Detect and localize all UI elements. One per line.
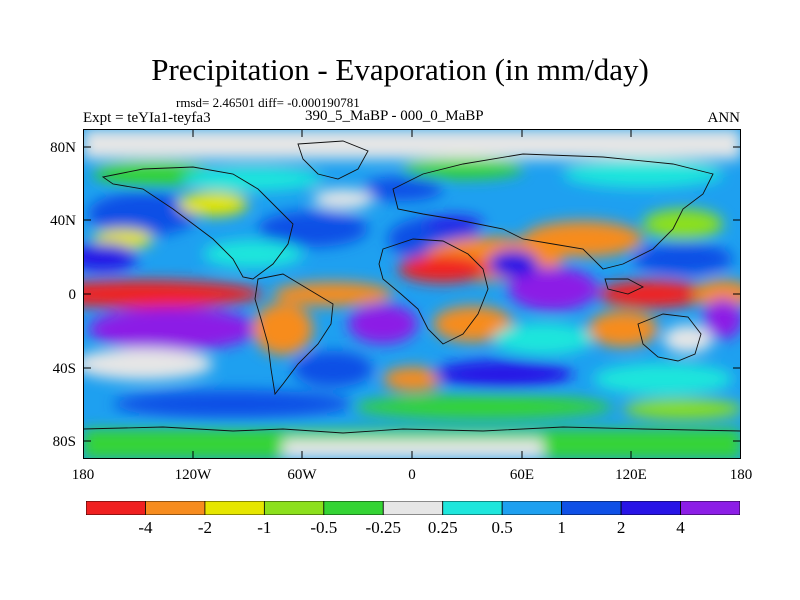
colorbar-box-9 xyxy=(620,501,681,515)
colorbar-box-3 xyxy=(263,501,325,515)
colorbar-label-0: -4 xyxy=(138,518,153,537)
colorbar-label-4: -0.25 xyxy=(365,518,401,537)
map-ticks xyxy=(83,129,741,459)
lon-label-180-east: 180 xyxy=(729,467,753,483)
colorbar-label-9: 4 xyxy=(676,518,685,537)
colorbar-box-10 xyxy=(680,501,740,515)
colorbar-box-8 xyxy=(561,501,622,515)
colorbar-label-7: 1 xyxy=(557,518,566,537)
lat-label-0: 0 xyxy=(68,287,77,303)
period-label: 390_5_MaBP - 000_0_MaBP xyxy=(305,108,484,124)
season-label: ANN xyxy=(707,110,741,126)
plot-title: Precipitation - Evaporation (in mm/day) xyxy=(151,52,649,87)
lon-label-60e: 60E xyxy=(509,467,535,483)
colorbar-label-3: -0.5 xyxy=(310,518,338,537)
colorbar-box-6 xyxy=(442,501,503,515)
colorbar xyxy=(86,501,740,515)
lon-label-180-west: 180 xyxy=(71,467,95,483)
colorbar-box-4 xyxy=(323,501,384,515)
lat-label-40n: 40N xyxy=(50,213,76,229)
lon-label-0: 0 xyxy=(408,467,416,483)
lon-label-60w: 60W xyxy=(287,467,317,483)
stats-line: rmsd= 2.46501 diff= -0.000190781 xyxy=(176,95,360,110)
colorbar-box-0 xyxy=(86,501,146,515)
colorbar-label-6: 0.5 xyxy=(491,518,513,537)
lon-label-120e: 120E xyxy=(615,467,647,483)
colorbar-label-8: 2 xyxy=(616,518,626,537)
world-map xyxy=(83,129,741,459)
experiment-label: Expt = teYIa1-teyfa3 xyxy=(83,110,211,126)
lat-label-80n: 80N xyxy=(50,140,76,156)
colorbar-box-2 xyxy=(204,501,265,515)
colorbar-box-7 xyxy=(501,501,563,515)
colorbar-label-2: -1 xyxy=(257,518,272,537)
colorbar-box-1 xyxy=(145,501,206,515)
coastlines xyxy=(83,140,741,434)
lat-label-40s: 40S xyxy=(52,361,76,377)
colorbar-box-5 xyxy=(382,501,444,515)
colorbar-label-1: -2 xyxy=(197,518,212,537)
colorbar-label-5: 0.25 xyxy=(427,518,458,537)
lat-label-80s: 80S xyxy=(52,434,76,450)
lon-label-120w: 120W xyxy=(174,467,212,483)
